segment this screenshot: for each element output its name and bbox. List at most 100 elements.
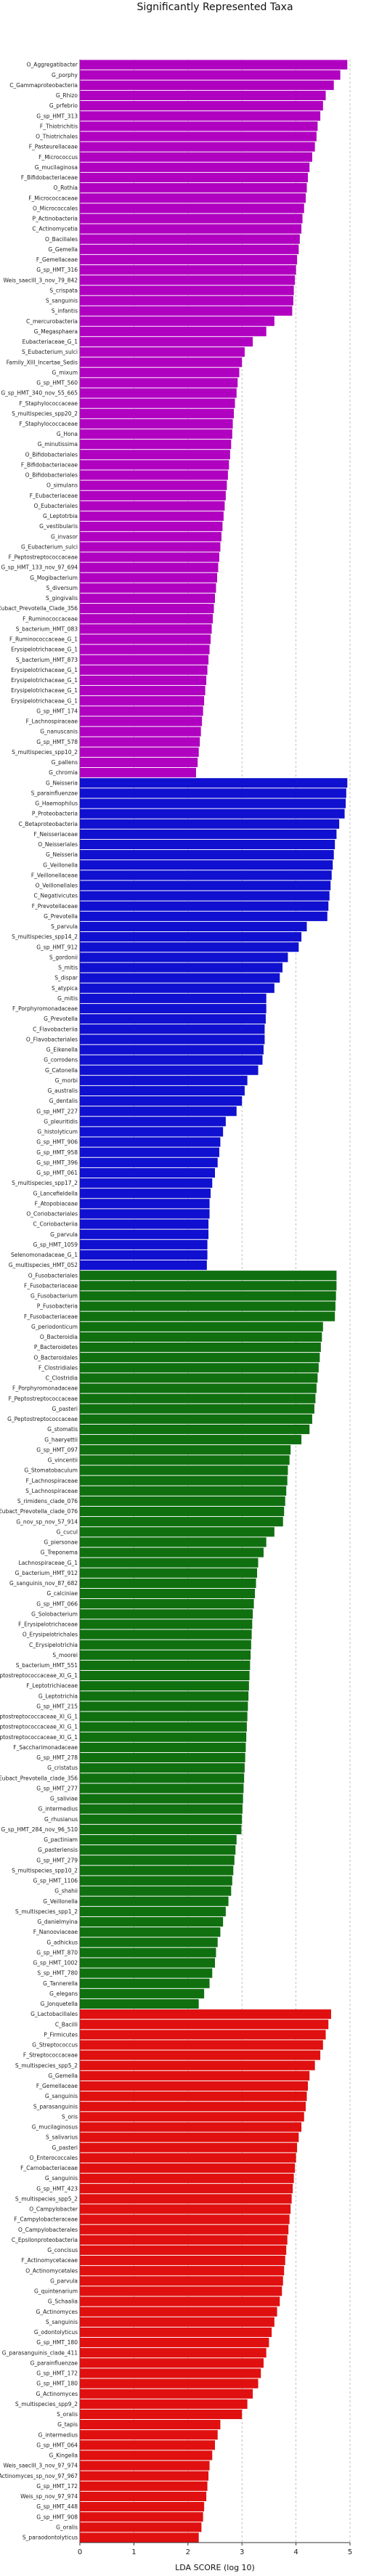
bar-s2-40 xyxy=(80,1681,249,1691)
taxon-label-s1-10: O_Veillonellales xyxy=(36,883,78,889)
bar-s1-6 xyxy=(80,839,336,850)
bar-s0-52 xyxy=(80,593,215,604)
bar-s1-7 xyxy=(80,850,334,860)
bar-s2-3 xyxy=(80,1301,336,1311)
bar-s2-22 xyxy=(80,1496,285,1506)
taxon-label-s2-19: G_Stomatobaculum xyxy=(24,1467,78,1474)
taxon-label-s1-46: Selenomonadaceae_G_1 xyxy=(11,1252,78,1258)
taxon-label-s0-53: Lachno_Eubact_Prevotella_Clade_356 xyxy=(0,605,78,612)
bar-s2-42 xyxy=(80,1701,248,1712)
taxon-label-s2-23: Lachno_Eubact_Prevotella_clade_076 xyxy=(0,1508,78,1515)
taxon-label-s0-58: S_bacterium_HMT_873 xyxy=(16,657,78,663)
bar-s0-45 xyxy=(80,522,223,532)
bar-s0-58 xyxy=(80,655,209,665)
taxon-label-s0-0: O_Aggregatibacter xyxy=(27,62,78,68)
taxon-label-s3-28: G_Schaalia xyxy=(48,2298,78,2305)
bar-s1-46 xyxy=(80,1249,208,1260)
taxon-label-s1-2: G_Haemophilus xyxy=(35,801,78,807)
bar-s2-10 xyxy=(80,1373,318,1383)
bar-s2-7 xyxy=(80,1342,321,1353)
taxon-label-s1-39: S_multispecies_spp17_2 xyxy=(12,1180,78,1186)
bar-s1-39 xyxy=(80,1178,213,1188)
bar-s1-37 xyxy=(80,1157,218,1167)
taxon-label-s2-52: G_intermedius xyxy=(38,1806,78,1812)
bar-s1-34 xyxy=(80,1127,224,1137)
bar-s0-37 xyxy=(80,440,232,450)
taxon-label-s2-33: G_Solobacterium xyxy=(31,1611,78,1617)
taxon-label-s1-30: G_australis xyxy=(47,1087,78,1094)
bar-s0-26 xyxy=(80,326,267,336)
bar-s3-41 xyxy=(80,2430,218,2440)
bar-s0-1 xyxy=(80,70,341,80)
taxon-label-s0-35: F_Staphylococcaceae xyxy=(20,421,78,427)
taxon-label-s1-25: O_Flavobacteriales xyxy=(26,1036,78,1042)
taxon-label-s0-18: G_Gemella xyxy=(48,246,78,253)
taxon-label-s0-63: G_sp_HMT_174 xyxy=(36,708,78,714)
taxon-label-s0-14: O_Micrococcales xyxy=(33,205,78,211)
taxon-label-s0-32: G_sp_HMT_340_nov_55_665 xyxy=(1,390,78,397)
taxon-label-s3-18: S_multispecies_spp5_2 xyxy=(15,2195,78,2202)
bar-s0-41 xyxy=(80,480,227,490)
bar-s0-35 xyxy=(80,418,233,429)
taxon-label-s0-1: G_porphy xyxy=(52,72,78,78)
bar-s2-5 xyxy=(80,1321,323,1332)
taxon-label-s1-38: G_sp_HMT_061 xyxy=(36,1170,78,1176)
taxon-label-s3-5: S_multispecies_spp5_2 xyxy=(15,2062,78,2069)
taxon-label-s1-19: S_dispar xyxy=(54,975,78,981)
taxon-label-s2-11: F_Porphyromonadaceae xyxy=(12,1385,78,1392)
bar-s2-36 xyxy=(80,1640,251,1650)
bar-s0-34 xyxy=(80,408,235,418)
taxon-label-s3-15: F_Carnobacteriaceae xyxy=(20,2165,78,2171)
bar-s1-41 xyxy=(80,1199,210,1209)
taxon-label-s0-20: G_sp_HMT_316 xyxy=(36,267,78,273)
taxon-label-s0-22: S_crispata xyxy=(49,287,78,293)
bar-s2-45 xyxy=(80,1732,247,1742)
taxon-label-s2-12: F_Peptostreptococcaceae xyxy=(9,1396,78,1402)
taxon-label-s0-42: F_Eubacteriaceae xyxy=(30,493,78,499)
bar-s2-37 xyxy=(80,1650,251,1660)
taxon-label-s0-31: G_sp_HMT_560 xyxy=(36,380,78,386)
bar-s3-29 xyxy=(80,2306,277,2317)
x-tick-label-0: 0 xyxy=(78,2548,82,2556)
bar-s1-9 xyxy=(80,870,332,880)
bar-s1-23 xyxy=(80,1014,266,1024)
bar-s3-30 xyxy=(80,2317,274,2327)
taxon-label-s0-61: Erysipelotrichaceae_G_1 xyxy=(11,687,78,694)
bar-s1-12 xyxy=(80,901,329,911)
bar-s2-13 xyxy=(80,1404,314,1414)
taxon-label-s2-51: G_saliviae xyxy=(50,1796,78,1802)
taxon-label-s0-48: F_Peptostreptococcaceae xyxy=(9,554,78,561)
taxon-label-s1-24: C_Flavobacteriia xyxy=(33,1026,78,1032)
taxon-label-s2-3: P_Fusobacteria xyxy=(37,1303,78,1310)
taxon-label-s3-44: Weis_saeclII_3_nov_97_974 xyxy=(4,2463,78,2469)
bar-s3-27 xyxy=(80,2286,282,2296)
bar-s0-9 xyxy=(80,152,312,162)
taxon-label-s0-45: G_vestibularis xyxy=(39,523,78,530)
bar-s3-12 xyxy=(80,2132,299,2142)
taxon-label-s2-71: G_Jonquetella xyxy=(40,2001,78,2007)
bar-s0-0 xyxy=(80,60,348,70)
taxon-label-s2-70: G_elegans xyxy=(49,1990,78,1997)
taxon-label-s3-6: G_Gemella xyxy=(48,2073,78,2079)
taxon-label-s3-51: S_paraodontolyticus xyxy=(23,2535,78,2541)
bar-s3-13 xyxy=(80,2142,298,2152)
bar-s2-56 xyxy=(80,1845,236,1855)
taxon-label-s1-20: S_atypica xyxy=(52,985,78,992)
taxon-label-s1-42: O_Coriobacteriales xyxy=(26,1211,78,1218)
taxon-label-s3-9: S_parasanguinis xyxy=(33,2103,78,2110)
bar-s0-66 xyxy=(80,737,200,747)
taxon-label-s1-40: G_Lancefieldella xyxy=(33,1190,78,1196)
taxon-label-s0-2: C_Gammaproteobacteria xyxy=(9,82,78,89)
bar-s3-37 xyxy=(80,2389,253,2399)
taxon-label-s3-14: O_Enterococcales xyxy=(30,2155,78,2161)
bar-s2-31 xyxy=(80,1588,256,1599)
taxon-label-s3-47: Weis_sp_nov_97_974 xyxy=(20,2493,78,2500)
taxon-label-s1-45: G_sp_HMT_1059 xyxy=(33,1242,78,1248)
bar-s2-66 xyxy=(80,1948,216,1958)
taxon-label-s2-57: G_sp_HMT_279 xyxy=(36,1857,78,1863)
bar-s3-31 xyxy=(80,2327,272,2338)
bar-s2-43 xyxy=(80,1712,248,1722)
taxon-label-s2-35: O_Erysipelotrichales xyxy=(23,1632,78,1638)
bar-s2-16 xyxy=(80,1435,302,1445)
taxon-label-s2-27: G_Treponema xyxy=(41,1550,78,1556)
